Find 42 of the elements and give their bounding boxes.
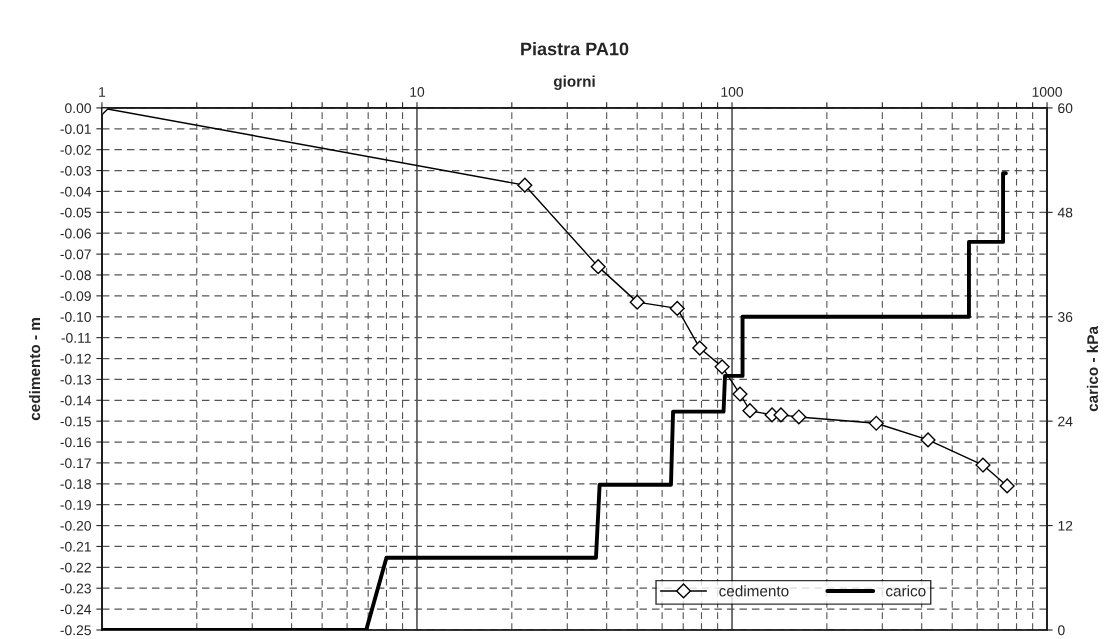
y-tick-label: -0.06: [60, 228, 91, 239]
chart-title: Piastra PA10: [521, 42, 629, 56]
y2-tick-label: 36: [1058, 312, 1073, 322]
y-tick-label: -0.01: [60, 124, 91, 134]
y2-tick-label: 60: [1058, 103, 1073, 114]
y-tick-label: -0.19: [60, 500, 91, 510]
y2-tick-label: 0: [1058, 625, 1065, 636]
y-tick-label: -0.10: [60, 312, 91, 322]
y-tick-label: -0.20: [60, 520, 91, 531]
y2-tick-label: 24: [1058, 416, 1073, 427]
y-axis-title: cedimento - m: [28, 318, 41, 421]
x-tick-label: 1: [99, 87, 106, 97]
legend-label: carico: [886, 585, 926, 597]
y-tick-label: -0.13: [60, 374, 91, 385]
y-tick-label: -0.16: [60, 437, 91, 448]
y2-tick-label: 48: [1057, 207, 1073, 218]
legend-label: cedimento: [719, 585, 789, 597]
y-tick-label: -0.15: [60, 416, 91, 427]
y-tick-label: -0.12: [60, 353, 91, 364]
y-tick-label: -0.23: [60, 583, 91, 594]
y2-tick-label: 12: [1058, 520, 1073, 531]
y-tick-label: -0.11: [61, 332, 91, 343]
y-tick-label: -0.08: [60, 270, 91, 281]
y-tick-label: -0.09: [60, 291, 91, 302]
y-tick-label: -0.03: [60, 165, 91, 176]
y-tick-label: -0.14: [60, 395, 92, 406]
y-tick-label: -0.17: [60, 458, 91, 469]
y-tick-label: -0.21: [60, 541, 91, 552]
x-tick-label: 100: [721, 87, 744, 97]
y-tick-label: -0.05: [60, 207, 91, 218]
x-tick-label: 1000: [1032, 87, 1062, 97]
x-tick-label: 10: [410, 87, 425, 97]
y-tick-label: -0.18: [60, 479, 91, 489]
y-tick-label: -0.07: [60, 249, 91, 260]
y-tick-label: -0.22: [60, 562, 91, 573]
y-tick-label: -0.24: [60, 604, 92, 615]
x-axis-title: giorni: [553, 75, 595, 90]
y-tick-label: -0.25: [60, 625, 91, 636]
y-tick-label: 0.00: [65, 103, 91, 114]
y-tick-label: -0.04: [60, 186, 92, 197]
y2-axis-title: carico - kPa: [1086, 325, 1099, 412]
y-tick-label: -0.02: [60, 145, 91, 155]
